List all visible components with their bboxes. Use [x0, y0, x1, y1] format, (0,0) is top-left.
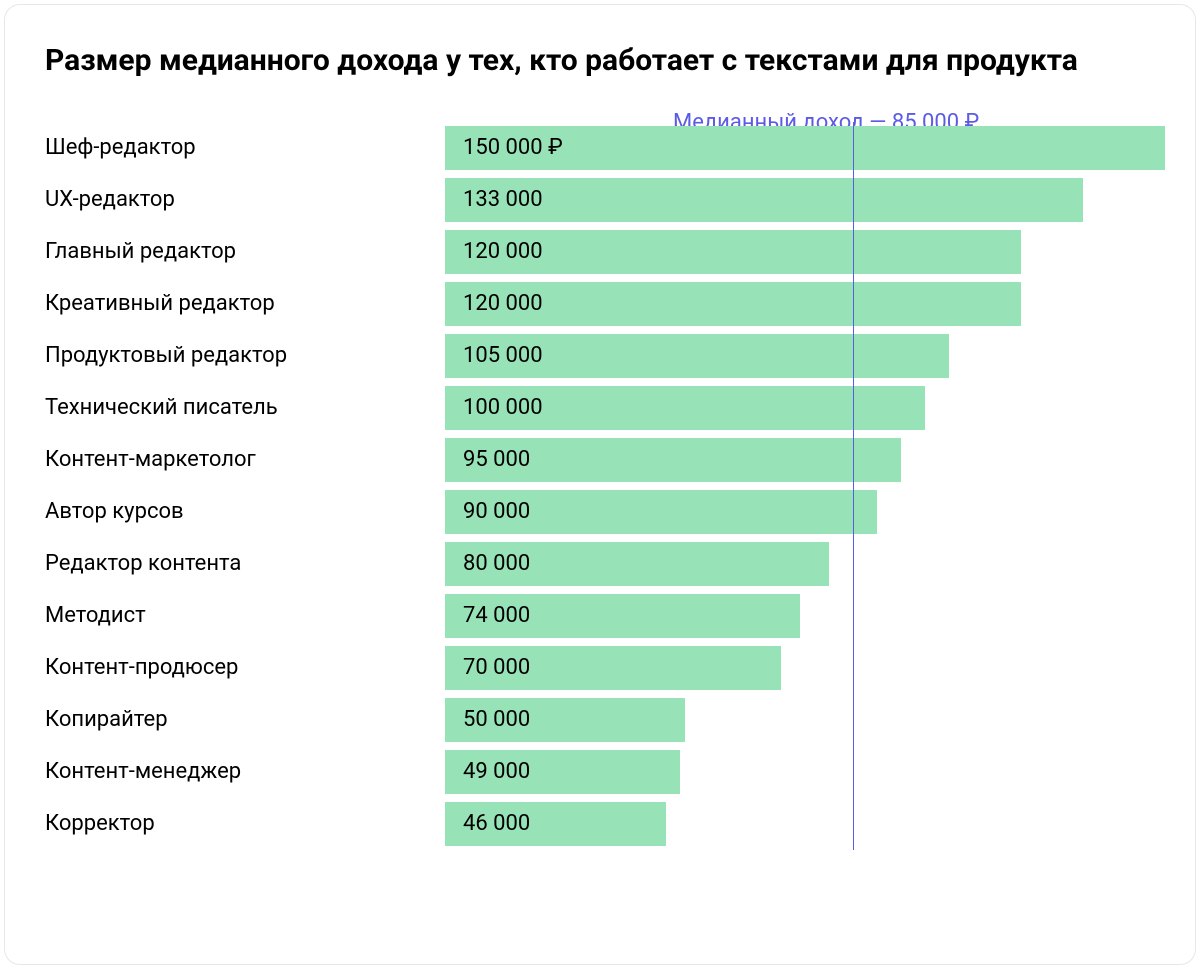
bar-value: 50 000: [463, 707, 530, 732]
row-label: Главный редактор: [45, 239, 445, 264]
row-label: Копирайтер: [45, 707, 445, 732]
bar-track: 120 000: [445, 282, 1163, 326]
row-label: UX-редактор: [45, 187, 445, 212]
chart-row: Автор курсов 90 000: [45, 486, 1163, 538]
bar-track: 49 000: [445, 750, 1163, 794]
chart-row: Методист 74 000: [45, 590, 1163, 642]
bar: 150 000 ₽: [445, 126, 1165, 170]
bar-value: 49 000: [463, 759, 530, 784]
row-label: Контент-менеджер: [45, 759, 445, 784]
bar: 133 000: [445, 178, 1083, 222]
bar-track: 133 000: [445, 178, 1163, 222]
chart-row: Шеф-редактор 150 000 ₽: [45, 122, 1163, 174]
bar: 50 000: [445, 698, 685, 742]
bar-value: 100 000: [463, 395, 543, 420]
row-label: Автор курсов: [45, 499, 445, 524]
row-label: Шеф-редактор: [45, 135, 445, 160]
bar: 49 000: [445, 750, 680, 794]
chart-card: Размер медианного дохода у тех, кто рабо…: [4, 4, 1196, 965]
bar-value: 80 000: [463, 551, 530, 576]
bar: 95 000: [445, 438, 901, 482]
bar: 46 000: [445, 802, 666, 846]
row-label: Креативный редактор: [45, 291, 445, 316]
row-label: Контент-маркетолог: [45, 447, 445, 472]
bar-value: 120 000: [463, 291, 543, 316]
bar: 70 000: [445, 646, 781, 690]
bar-track: 95 000: [445, 438, 1163, 482]
chart-row: Контент-продюсер 70 000: [45, 642, 1163, 694]
bar-value: 133 000: [463, 187, 543, 212]
bar-track: 100 000: [445, 386, 1163, 430]
bar-value: 120 000: [463, 239, 543, 264]
bar-track: 105 000: [445, 334, 1163, 378]
bar-track: 150 000 ₽: [445, 126, 1163, 170]
chart-rows: Шеф-редактор 150 000 ₽ UX-редактор 133 000 Г…: [45, 122, 1163, 850]
chart-body: Медианный доход — 85 000 ₽ Шеф-редактор1…: [45, 110, 1163, 850]
bar-track: 50 000: [445, 698, 1163, 742]
chart-row: Контент-менеджер 49 000: [45, 746, 1163, 798]
row-label: Технический писатель: [45, 395, 445, 420]
bar: 90 000: [445, 490, 877, 534]
bar: 120 000: [445, 282, 1021, 326]
bar-value: 90 000: [463, 499, 530, 524]
bar-value: 74 000: [463, 603, 530, 628]
chart-row: Редактор контента 80 000: [45, 538, 1163, 590]
bar-track: 74 000: [445, 594, 1163, 638]
chart-row: Главный редактор 120 000: [45, 226, 1163, 278]
bar-value: 46 000: [463, 811, 530, 836]
chart-row: Корректор 46 000: [45, 798, 1163, 850]
bar-track: 46 000: [445, 802, 1163, 846]
bar-track: 70 000: [445, 646, 1163, 690]
row-label: Корректор: [45, 811, 445, 836]
bar-track: 80 000: [445, 542, 1163, 586]
row-label: Методист: [45, 603, 445, 628]
chart-row: Копирайтер 50 000: [45, 694, 1163, 746]
row-label: Продуктовый редактор: [45, 343, 445, 368]
bar: 105 000: [445, 334, 949, 378]
chart-row: Контент-маркетолог 95 000: [45, 434, 1163, 486]
median-line: [853, 122, 854, 850]
bar-track: 90 000: [445, 490, 1163, 534]
bar-value: 105 000: [463, 343, 543, 368]
bar-value: 150 000 ₽: [463, 135, 563, 160]
bar-value: 95 000: [463, 447, 530, 472]
chart-row: Креативный редактор 120 000: [45, 278, 1163, 330]
chart-row: Технический писатель 100 000: [45, 382, 1163, 434]
chart-title: Размер медианного дохода у тех, кто рабо…: [45, 41, 1163, 82]
chart-row: UX-редактор 133 000: [45, 174, 1163, 226]
chart-row: Продуктовый редактор 105 000: [45, 330, 1163, 382]
bar-track: 120 000: [445, 230, 1163, 274]
bar: 120 000: [445, 230, 1021, 274]
bar: 74 000: [445, 594, 800, 638]
row-label: Контент-продюсер: [45, 655, 445, 680]
bar: 80 000: [445, 542, 829, 586]
bar-value: 70 000: [463, 655, 530, 680]
row-label: Редактор контента: [45, 551, 445, 576]
